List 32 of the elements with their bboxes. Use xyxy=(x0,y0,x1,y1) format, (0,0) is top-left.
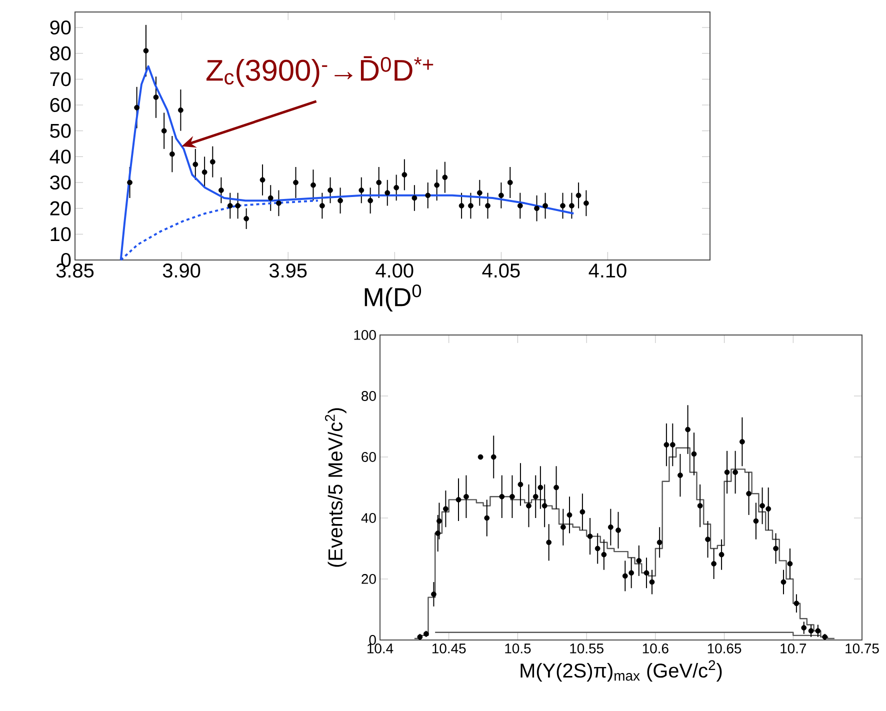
x-axis-title: M(Υ(2S)π)$_{max}$ (GeV/c$^{2}$) xyxy=(520,660,722,682)
x-tick-label: 4.00 xyxy=(376,264,414,278)
y-tick-label: 0 xyxy=(369,635,376,645)
x-tick-label: 10.6 xyxy=(642,644,668,654)
y-tick-label: 40 xyxy=(50,150,71,164)
y-axis-title: (Events/5 MeV/c$^{2}$) xyxy=(325,408,346,567)
annotation: Z$_{c}$(3900)$^{-}$→D̄$^{0}$D$^{*+}$ xyxy=(206,56,434,87)
x-tick-label: 4.05 xyxy=(482,264,520,278)
x-tick-label: 10.7 xyxy=(780,644,806,654)
x-tick-label: 10.4 xyxy=(367,644,394,654)
y-tick-label: 20 xyxy=(362,574,376,584)
x-axis-title: M(D$^{0}$ xyxy=(364,284,422,312)
x-tick-label: 10.75 xyxy=(846,644,879,654)
y-tick-label: 80 xyxy=(362,391,376,401)
y-tick-label: 70 xyxy=(50,72,71,86)
y-tick-label: 50 xyxy=(50,124,71,138)
y-tick-label: 100 xyxy=(354,330,376,340)
x-tick-label: 10.55 xyxy=(570,644,604,654)
y-tick-label: 20 xyxy=(50,201,71,216)
x-tick-label: 3.90 xyxy=(162,264,200,278)
x-tick-label: 4.10 xyxy=(588,264,626,278)
y-tick-label: 10 xyxy=(50,227,71,242)
y-tick-label: 60 xyxy=(50,98,71,112)
x-tick-label: 10.5 xyxy=(505,644,531,654)
y-tick-label: 40 xyxy=(361,513,376,523)
y-tick-label: 90 xyxy=(50,20,71,35)
y-tick-label: 30 xyxy=(50,175,71,190)
x-tick-label: 10.65 xyxy=(708,644,742,654)
y-tick-label: 60 xyxy=(362,452,376,462)
x-tick-label: 3.95 xyxy=(269,264,307,278)
x-tick-label: 10.45 xyxy=(432,644,466,654)
y-tick-label: 80 xyxy=(50,46,71,60)
